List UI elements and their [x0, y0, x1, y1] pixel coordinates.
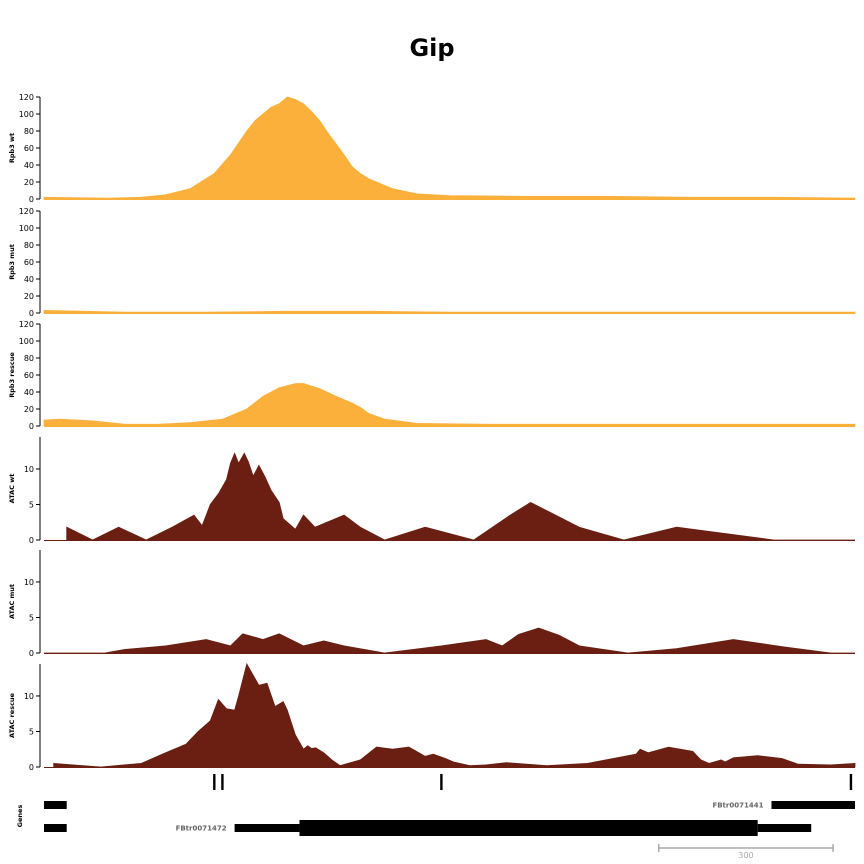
track-label-genes: Genes [16, 805, 24, 828]
y-tick-label: 40 [24, 161, 34, 170]
y-tick-label: 60 [24, 144, 34, 153]
feature-tick-mark [221, 774, 224, 790]
y-tick-label: 5 [29, 500, 34, 509]
series-area-rpb3-rescue [43, 383, 856, 427]
series-area-rpb3-wt [43, 96, 856, 200]
y-tick-label: 40 [24, 388, 34, 397]
y-tick-label: 0 [29, 195, 34, 204]
gene-label: FBtr0071472 [176, 825, 227, 833]
y-tick-label: 100 [19, 224, 34, 233]
y-tick-label: 10 [24, 465, 34, 474]
gene-segment [757, 824, 812, 832]
y-tick-label: 80 [24, 127, 34, 136]
gene-segment [299, 820, 758, 836]
gene-segment [771, 801, 855, 809]
track-label: ATAC rescue [8, 692, 16, 737]
scale-bar-label: 300 [738, 851, 753, 860]
gene-segment [44, 801, 67, 809]
gene-segment [44, 824, 67, 832]
feature-tick-mark [440, 774, 443, 790]
series-area-atac-wt [66, 452, 855, 541]
series-area-atac-mut [44, 627, 855, 654]
feature-tick-mark [213, 774, 216, 790]
y-tick-label: 0 [29, 536, 34, 545]
y-tick-label: 0 [29, 763, 34, 772]
y-tick-label: 0 [29, 422, 34, 431]
series-area-atac-rescue [53, 662, 856, 768]
y-tick-label: 40 [24, 275, 34, 284]
y-tick-label: 0 [29, 309, 34, 318]
track-label: ATAC wt [8, 474, 16, 504]
gene-segment [234, 824, 300, 832]
y-tick-label: 10 [24, 692, 34, 701]
y-tick-label: 20 [24, 405, 34, 414]
y-tick-label: 5 [29, 613, 34, 622]
y-tick-label: 80 [24, 354, 34, 363]
y-tick-label: 80 [24, 241, 34, 250]
y-tick-label: 20 [24, 178, 34, 187]
track-label: ATAC mut [8, 584, 16, 619]
gene-label: FBtr0071441 [712, 802, 763, 810]
feature-tick-mark [849, 774, 853, 790]
y-tick-label: 20 [24, 292, 34, 301]
chart-title: Gip [409, 34, 455, 62]
y-tick-label: 10 [24, 578, 34, 587]
y-tick-label: 60 [24, 258, 34, 267]
track-label: Rpb3 wt [8, 133, 16, 163]
y-tick-label: 120 [19, 207, 34, 216]
y-tick-label: 0 [29, 649, 34, 658]
y-tick-label: 100 [19, 337, 34, 346]
series-area-rpb3-mut [43, 309, 856, 314]
track-label: Rpb3 rescue [8, 352, 16, 398]
y-tick-label: 120 [19, 320, 34, 329]
y-tick-label: 120 [19, 93, 34, 102]
y-tick-label: 60 [24, 371, 34, 380]
y-tick-label: 100 [19, 110, 34, 119]
y-tick-label: 5 [29, 727, 34, 736]
track-label: Rpb3 mut [8, 244, 16, 280]
